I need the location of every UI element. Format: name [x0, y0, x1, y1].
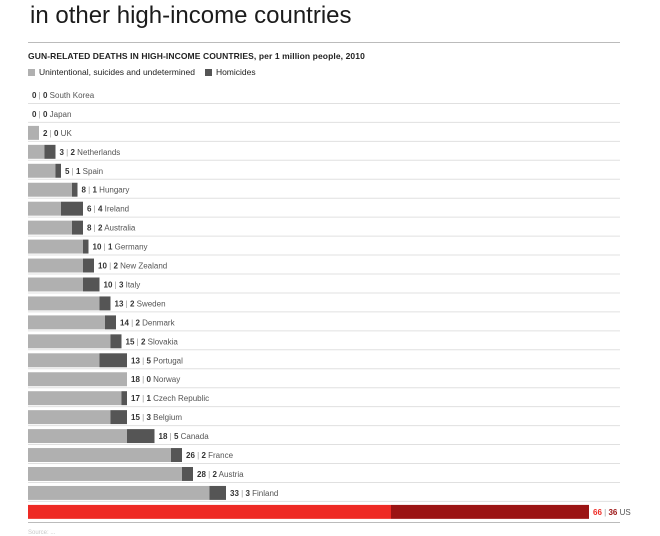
bar-non-homicide-finland [28, 485, 210, 500]
legend-item-non-homicide: Unintentional, suicides and undetermined [28, 67, 195, 77]
top-divider [28, 42, 620, 43]
bar-non-homicide-sweden [28, 296, 100, 311]
bar-homicide-germany [83, 239, 89, 254]
bar-non-homicide-canada [28, 429, 127, 444]
bar-homicide-canada [127, 429, 155, 444]
bar-non-homicide-new-zealand [28, 258, 83, 273]
bar-homicide-sweden [99, 296, 111, 311]
chart-title: GUN-RELATED DEATHS IN HIGH-INCOME COUNTR… [28, 51, 365, 61]
bar-non-homicide-denmark [28, 315, 105, 330]
bar-homicide-ireland [61, 201, 83, 216]
data-label-germany: 10 | 1 Germany [93, 243, 148, 252]
data-label-ireland: 6 | 4 Ireland [87, 205, 129, 214]
bar-homicide-us [391, 504, 589, 519]
bar-homicide-portugal [99, 353, 127, 368]
bar-non-homicide-italy [28, 277, 83, 292]
data-label-denmark: 14 | 2 Denmark [120, 318, 176, 327]
bar-non-homicide-norway [28, 372, 127, 387]
bar-homicide-italy [83, 277, 100, 292]
data-label-us: 66 | 36 US [593, 508, 631, 517]
bar-homicide-slovakia [110, 334, 122, 349]
legend-label-non-homicide: Unintentional, suicides and undetermined [39, 67, 195, 77]
data-label-austria: 28 | 2 Austria [197, 470, 244, 479]
legend-label-homicides: Homicides [215, 67, 256, 77]
bar-homicide-denmark [105, 315, 116, 330]
bar-non-homicide-portugal [28, 353, 100, 368]
bar-non-homicide-hungary [28, 182, 72, 197]
data-label-belgium: 15 | 3 Belgium [131, 413, 182, 422]
bar-non-homicide-slovakia [28, 334, 111, 349]
bar-non-homicide-czech-republic [28, 391, 122, 406]
bar-homicide-belgium [110, 410, 127, 425]
data-label-spain: 5 | 1 Spain [65, 167, 103, 176]
data-label-portugal: 13 | 5 Portugal [131, 356, 183, 365]
bar-homicide-australia [72, 220, 83, 235]
bar-non-homicide-spain [28, 163, 56, 178]
data-label-japan: 0 | 0 Japan [32, 110, 71, 119]
chart-headline: in other high-income countries [30, 2, 352, 29]
bar-homicide-new-zealand [83, 258, 94, 273]
data-label-canada: 18 | 5 Canada [159, 432, 210, 441]
legend-item-homicides: Homicides [204, 67, 256, 77]
bar-homicide-hungary [72, 182, 78, 197]
chart-legend: Unintentional, suicides and undetermined… [28, 66, 256, 78]
bar-homicide-spain [55, 163, 61, 178]
data-label-australia: 8 | 2 Australia [87, 224, 136, 233]
bar-non-homicide-austria [28, 467, 182, 481]
bar-non-homicide-uk [28, 125, 39, 140]
bar-homicide-austria [182, 467, 193, 481]
data-label-france: 26 | 2 France [186, 451, 234, 460]
bar-non-homicide-netherlands [28, 144, 45, 159]
data-label-uk: 2 | 0 UK [43, 129, 72, 138]
data-label-sweden: 13 | 2 Sweden [115, 299, 166, 308]
bar-homicide-france [171, 448, 182, 462]
bar-non-homicide-belgium [28, 410, 111, 425]
legend-swatch-non-homicide [28, 68, 35, 76]
data-label-slovakia: 15 | 2 Slovakia [126, 337, 179, 346]
bar-non-homicide-germany [28, 239, 83, 254]
data-label-hungary: 8 | 1 Hungary [82, 186, 130, 195]
bar-non-homicide-us [28, 504, 391, 519]
data-label-netherlands: 3 | 2 Netherlands [60, 148, 121, 157]
data-label-norway: 18 | 0 Norway [131, 375, 180, 384]
data-label-south-korea: 0 | 0 South Korea [32, 91, 95, 100]
data-label-czech-republic: 17 | 1 Czech Republic [131, 394, 209, 403]
bar-non-homicide-france [28, 448, 171, 462]
bar-homicide-czech-republic [121, 391, 127, 406]
source-footnote: Source: ... [28, 530, 56, 536]
legend-swatch-homicides [204, 68, 212, 76]
data-label-finland: 33 | 3 Finland [230, 489, 278, 498]
bar-homicide-finland [209, 485, 226, 500]
data-label-new-zealand: 10 | 2 New Zealand [98, 262, 167, 271]
bar-homicide-netherlands [44, 144, 56, 159]
bar-non-homicide-ireland [28, 201, 61, 216]
bottom-divider [28, 522, 620, 523]
data-label-italy: 10 | 3 Italy [104, 280, 141, 289]
bar-non-homicide-australia [28, 220, 72, 235]
